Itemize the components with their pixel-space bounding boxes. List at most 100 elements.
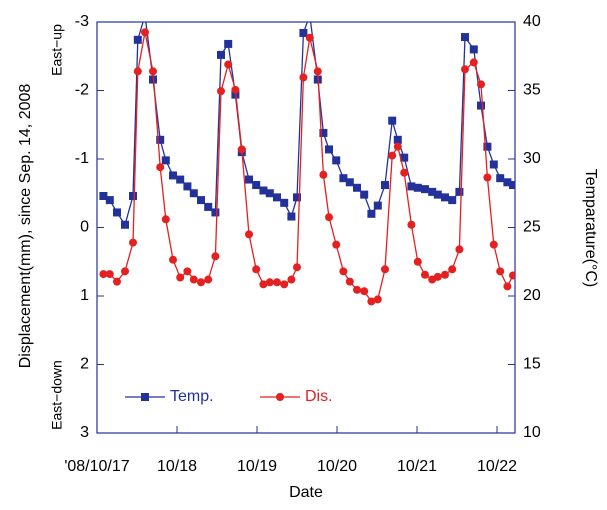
marker bbox=[477, 80, 485, 89]
y-tick-label: 0 bbox=[80, 219, 89, 236]
y2-axis-label: Temparature(°C) bbox=[582, 169, 599, 287]
marker bbox=[265, 189, 274, 198]
marker bbox=[388, 116, 397, 125]
marker bbox=[211, 252, 220, 261]
marker bbox=[149, 67, 157, 76]
y-axis-label: Displacement(mm), since Sep. 14, 2008 bbox=[17, 84, 34, 369]
marker bbox=[433, 272, 442, 281]
y2-tick-label: 40 bbox=[523, 13, 541, 30]
marker bbox=[252, 181, 261, 190]
y2-tick-label: 20 bbox=[523, 287, 541, 304]
marker bbox=[245, 230, 253, 239]
marker bbox=[448, 265, 457, 274]
y-tick-label: -1 bbox=[75, 150, 89, 167]
marker bbox=[204, 202, 213, 211]
marker bbox=[306, 11, 314, 19]
marker bbox=[367, 297, 376, 306]
y-tick-label: 3 bbox=[80, 424, 89, 441]
marker bbox=[293, 193, 301, 202]
marker bbox=[237, 145, 246, 154]
y-tick-label: -3 bbox=[75, 13, 89, 30]
marker bbox=[176, 175, 185, 184]
marker bbox=[169, 255, 177, 264]
marker bbox=[231, 85, 240, 94]
marker bbox=[332, 240, 341, 249]
marker bbox=[441, 193, 449, 202]
annotation: East−down bbox=[49, 360, 65, 430]
x-tick-label: 10/22 bbox=[477, 458, 517, 475]
marker bbox=[381, 181, 389, 190]
legend-label: Dis. bbox=[305, 388, 333, 405]
marker bbox=[259, 280, 268, 289]
x-tick-label: 10/19 bbox=[237, 458, 277, 475]
marker bbox=[413, 183, 422, 192]
marker bbox=[121, 220, 129, 229]
legend-marker bbox=[276, 393, 284, 401]
marker bbox=[509, 181, 515, 190]
marker bbox=[129, 238, 137, 247]
x-axis-label: Date bbox=[289, 484, 323, 501]
marker bbox=[413, 257, 422, 266]
y-tick-label: 1 bbox=[80, 287, 89, 304]
annotation: East−up bbox=[49, 24, 65, 76]
marker bbox=[345, 178, 354, 187]
marker bbox=[483, 173, 492, 182]
marker bbox=[461, 65, 469, 74]
marker bbox=[393, 135, 402, 144]
marker bbox=[319, 170, 328, 179]
marker bbox=[141, 28, 149, 37]
marker bbox=[381, 265, 389, 274]
marker bbox=[332, 156, 341, 165]
marker bbox=[313, 67, 322, 76]
marker bbox=[204, 275, 213, 284]
marker bbox=[325, 213, 333, 222]
marker bbox=[388, 151, 397, 160]
marker bbox=[211, 208, 220, 217]
x-tick-label: 10/20 bbox=[317, 458, 357, 475]
marker bbox=[224, 60, 233, 69]
marker bbox=[461, 33, 469, 42]
marker bbox=[360, 190, 369, 199]
marker bbox=[496, 267, 505, 276]
marker bbox=[305, 33, 314, 42]
marker bbox=[345, 277, 354, 286]
marker bbox=[293, 263, 301, 272]
marker bbox=[273, 278, 281, 287]
x-tick-label: '08/10/17 bbox=[64, 458, 129, 475]
marker bbox=[469, 45, 478, 54]
marker bbox=[183, 182, 192, 191]
marker bbox=[287, 275, 296, 284]
marker bbox=[353, 183, 361, 192]
legend-marker bbox=[141, 393, 149, 401]
plot-area bbox=[99, 11, 515, 306]
marker bbox=[503, 178, 512, 187]
legend-label: Temp. bbox=[170, 388, 214, 405]
marker bbox=[99, 191, 108, 200]
marker bbox=[189, 275, 198, 284]
marker bbox=[217, 87, 225, 96]
marker bbox=[156, 163, 165, 172]
marker bbox=[197, 278, 205, 287]
marker bbox=[161, 215, 170, 224]
marker bbox=[339, 267, 348, 276]
marker bbox=[121, 267, 129, 276]
y2-tick-label: 30 bbox=[523, 150, 541, 167]
y-tick-label: -2 bbox=[75, 82, 89, 99]
marker bbox=[441, 270, 449, 279]
marker bbox=[433, 190, 442, 199]
marker bbox=[265, 278, 274, 287]
marker bbox=[455, 187, 464, 196]
y2-tick-label: 25 bbox=[523, 219, 541, 236]
marker bbox=[455, 245, 464, 254]
marker bbox=[319, 128, 328, 137]
marker bbox=[161, 156, 170, 165]
marker bbox=[105, 270, 114, 279]
marker bbox=[393, 142, 402, 151]
marker bbox=[252, 265, 261, 274]
marker bbox=[197, 196, 205, 205]
marker bbox=[509, 271, 515, 280]
marker bbox=[360, 287, 369, 296]
x-tick-label: 10/21 bbox=[397, 458, 437, 475]
